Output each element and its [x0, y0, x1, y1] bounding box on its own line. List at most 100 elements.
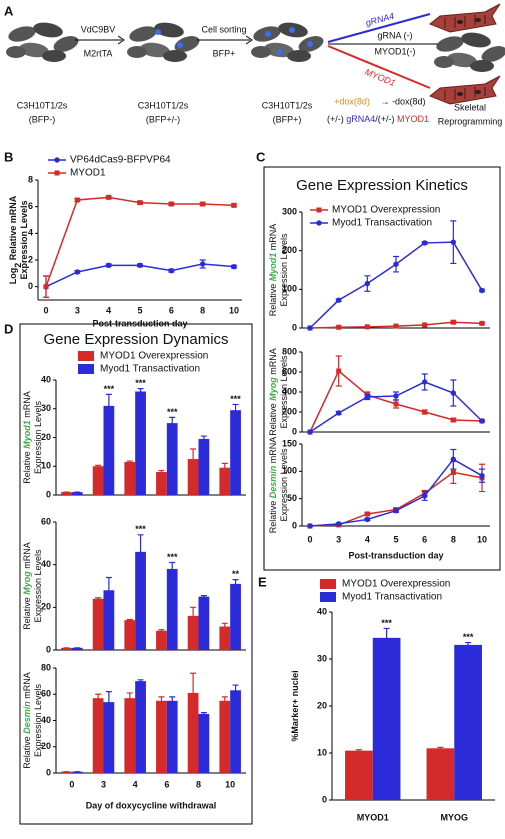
y-label-part: Myod1	[268, 253, 278, 282]
point	[307, 325, 313, 331]
label: C3H10T1/2s	[262, 100, 313, 110]
y-tick-label: 2	[28, 254, 33, 264]
y-label-part: Myod1	[22, 420, 32, 449]
legend-swatch	[320, 579, 336, 589]
chart-title: Gene Expression Kinetics	[296, 177, 468, 194]
y-label-part: mRNA	[268, 437, 278, 466]
x-axis-label: Post-transduction day	[348, 550, 443, 560]
point	[200, 201, 206, 207]
panel-frame	[19, 323, 253, 825]
y-axis-label: Relative Myog mRNA	[22, 542, 32, 630]
error-bar	[95, 597, 102, 601]
label: (BFP+)	[273, 114, 302, 124]
arrow	[75, 35, 125, 45]
error-bar	[126, 618, 133, 622]
point	[307, 523, 313, 529]
y-axis-label: %Marker+ nuclei	[290, 670, 300, 741]
legend-label: Myod1 Transactivation	[342, 592, 442, 603]
legend-swatch	[320, 592, 336, 602]
y-tick-label: 80	[41, 662, 51, 672]
legend-label: MYOD1 Overexpression	[332, 205, 440, 216]
point	[335, 410, 342, 416]
point	[479, 287, 485, 294]
point	[364, 324, 370, 330]
x-tick-label: 10	[477, 534, 487, 544]
point	[450, 417, 456, 423]
y-label-part: Expression Levels	[19, 200, 29, 279]
point	[479, 473, 485, 479]
y-tick-label: 150	[282, 438, 297, 448]
point	[335, 521, 342, 527]
panel-label: E	[258, 574, 267, 589]
y-label-part: 2	[13, 263, 23, 268]
point	[421, 493, 428, 499]
x-tick-label: 6	[169, 305, 174, 315]
point	[450, 319, 456, 325]
x-axis-label: Day of doxycycline withdrawal	[86, 800, 217, 810]
x-tick-label: 10	[229, 305, 239, 315]
y-tick-label: 4	[28, 228, 33, 238]
error-bar	[190, 672, 197, 714]
bar	[124, 620, 136, 650]
bar	[92, 698, 104, 773]
y-axis-label: Expression Levels	[279, 448, 289, 522]
error-bar	[190, 606, 197, 625]
y-tick-label: 0	[292, 322, 297, 332]
significance: **	[232, 569, 240, 579]
error-bar	[232, 403, 239, 417]
error-bar	[355, 749, 362, 753]
bar	[198, 596, 210, 650]
schematic: A VdC9BV M2rtTA Cell sorting BFP+ gRNA4 …	[4, 3, 505, 126]
y-tick-label: 0	[292, 426, 297, 436]
error-bar	[169, 561, 176, 576]
error-bar	[221, 622, 228, 631]
label: C3H10T1/2s	[138, 100, 189, 110]
label: VdC9BV	[81, 24, 116, 34]
y-tick-label: 0	[46, 644, 51, 654]
bar	[156, 630, 167, 650]
cell-cluster	[127, 20, 202, 62]
x-tick-label: 4	[106, 305, 111, 315]
muscle-fiber	[429, 75, 501, 105]
y-axis-label: Expression Levels	[33, 549, 43, 623]
label: C3H10T1/2s	[17, 100, 68, 110]
y-label-part: Desmin	[22, 701, 32, 734]
error-bar	[137, 388, 144, 395]
y-label-part: Relative	[268, 281, 278, 316]
bar	[124, 698, 136, 773]
label: Skeletal	[454, 102, 486, 112]
error-bar	[158, 696, 165, 706]
y-tick-label: 8	[28, 174, 33, 184]
label: M2rtTA	[84, 48, 113, 58]
point	[199, 261, 206, 267]
bar	[71, 771, 83, 773]
bar	[156, 472, 167, 495]
y-axis-label: Expression Levels	[33, 683, 43, 757]
error-bar	[221, 696, 228, 706]
point	[364, 394, 371, 400]
point	[450, 469, 456, 475]
error-bar	[137, 679, 144, 684]
cell-cluster	[434, 30, 505, 72]
y-axis-label: Expression Levels	[33, 400, 43, 474]
error-bar	[169, 416, 176, 430]
point	[168, 267, 175, 274]
y-tick-label: 0	[28, 281, 33, 291]
x-tick-label: 6	[164, 779, 169, 789]
point	[450, 456, 457, 463]
y-tick-label: 0	[46, 489, 51, 499]
y-tick-label: 0	[46, 767, 51, 777]
point	[335, 297, 342, 303]
x-tick-label: 3	[101, 779, 106, 789]
error-bar	[105, 393, 112, 418]
y-tick-label: 20	[317, 700, 327, 710]
chart-title: Gene Expression Dynamics	[43, 331, 228, 348]
y-tick-label: 10	[41, 461, 51, 471]
y-tick-label: 40	[317, 606, 327, 616]
label: (BFP+/-)	[146, 114, 180, 124]
arrow	[197, 35, 253, 45]
point	[393, 401, 399, 407]
bar	[166, 700, 178, 773]
bar	[198, 713, 210, 773]
label: BFP+	[213, 48, 236, 58]
